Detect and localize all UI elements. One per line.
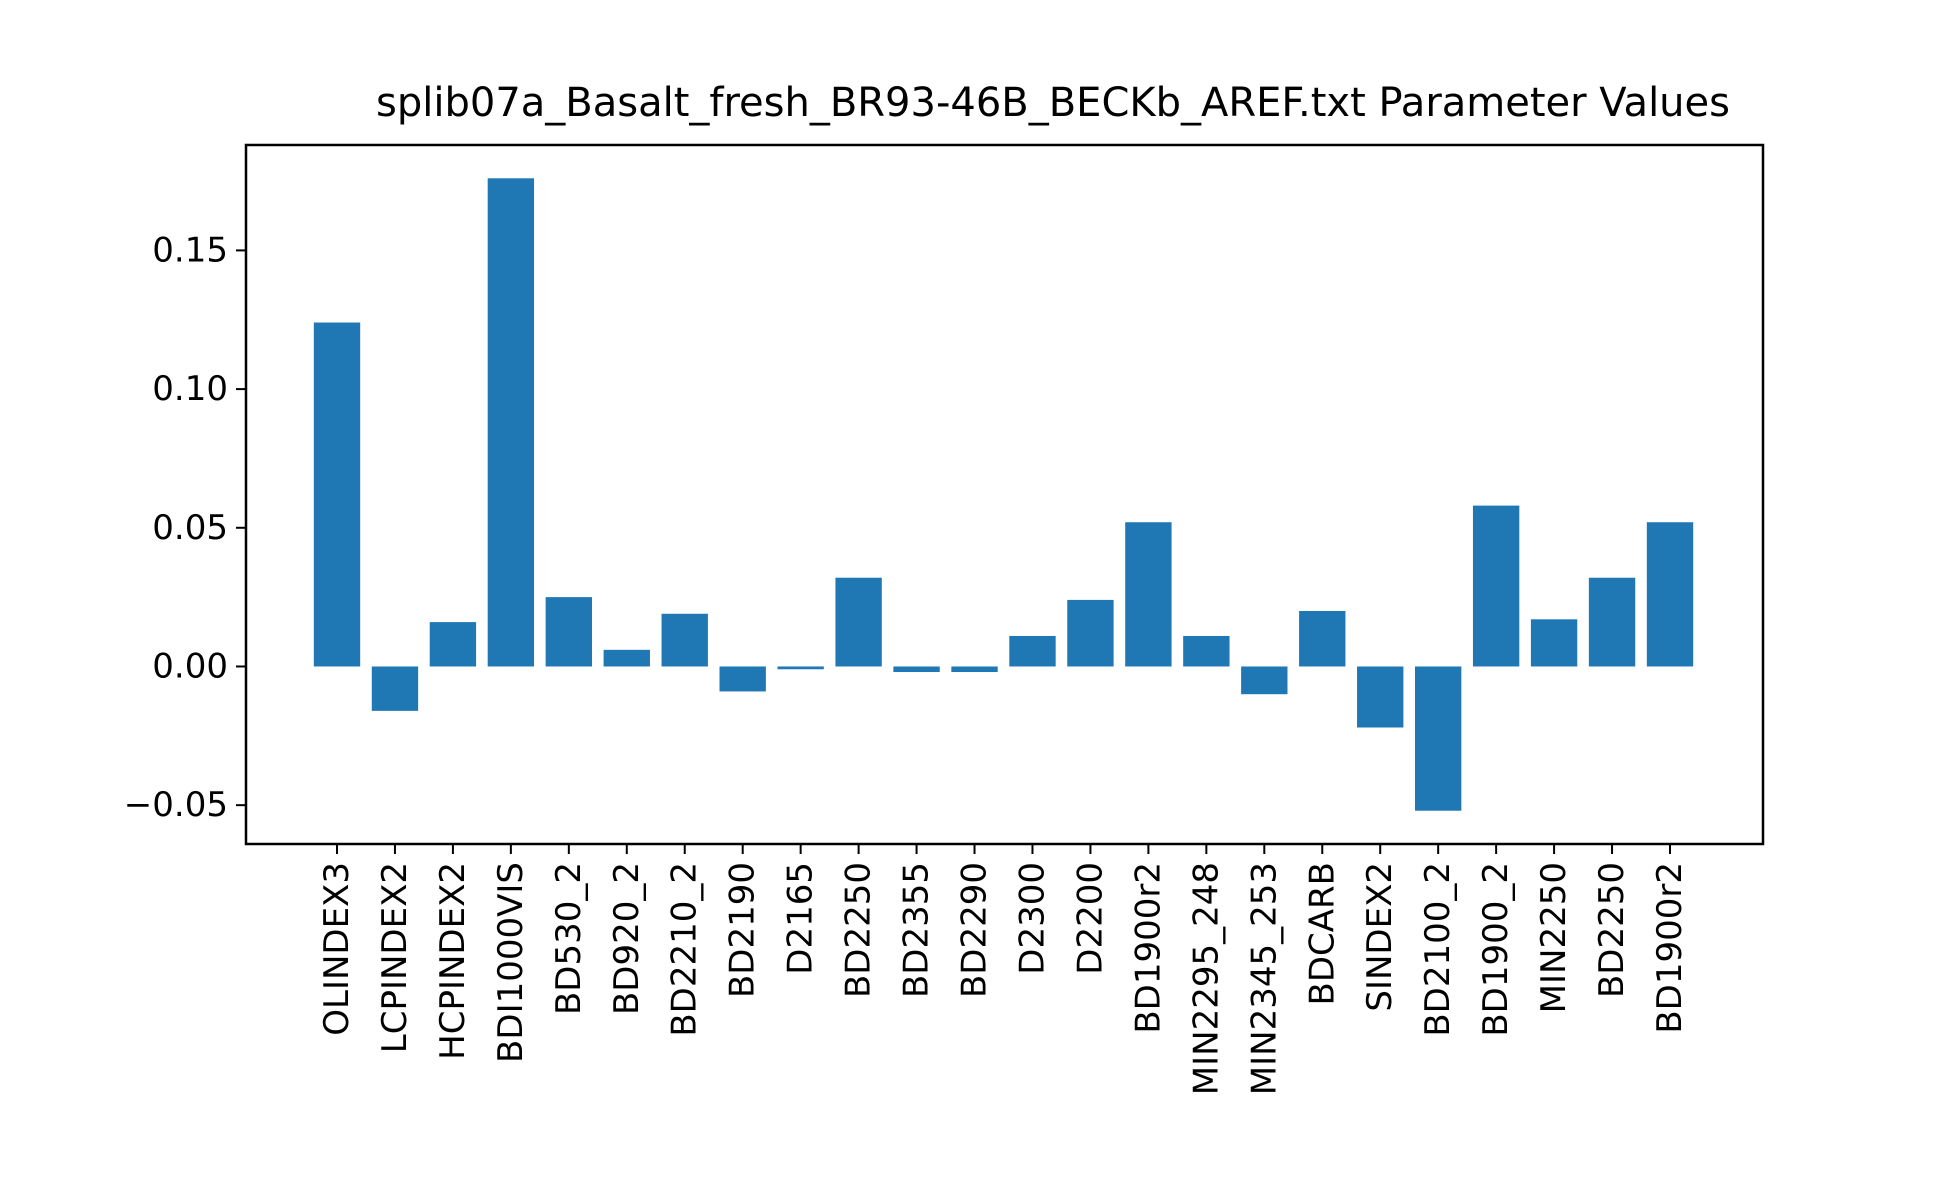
x-tick-label: BD2355 bbox=[897, 862, 937, 998]
bars-group bbox=[313, 178, 1694, 811]
bar-min2345-253 bbox=[1241, 666, 1288, 695]
x-tick-label: BD2100_2 bbox=[1418, 862, 1458, 1037]
bar-bd2355 bbox=[893, 666, 940, 673]
bar-sindex2 bbox=[1357, 666, 1404, 728]
y-tick-label: 0.15 bbox=[152, 230, 228, 270]
bar-bdcarb bbox=[1299, 611, 1346, 667]
x-tick-label: BDI1000VIS bbox=[491, 862, 531, 1063]
bar-bd2290 bbox=[951, 666, 998, 673]
y-tick-label: −0.05 bbox=[124, 785, 228, 825]
x-tick-label: BD2190 bbox=[723, 862, 763, 998]
x-axis: OLINDEX3 LCPINDEX2 HCPINDEX2 BDI1000VIS BD53… bbox=[317, 844, 1690, 1095]
x-tick-label: MIN2345_253 bbox=[1244, 862, 1284, 1095]
bar-bd2190 bbox=[719, 666, 766, 692]
bar-bd2250 bbox=[835, 577, 882, 667]
x-tick-label: D2300 bbox=[1012, 862, 1052, 975]
x-tick-label: BD920_2 bbox=[607, 862, 647, 1015]
x-tick-label: MIN2250 bbox=[1534, 862, 1574, 1013]
bar-bd920-2 bbox=[603, 649, 650, 667]
x-tick-label: BD1900r2 bbox=[1650, 862, 1690, 1034]
y-tick-label: 0.10 bbox=[152, 369, 228, 409]
bar-bd1900r2 bbox=[1125, 522, 1172, 667]
bar-hcpindex2 bbox=[429, 622, 477, 667]
x-tick-label: D2165 bbox=[781, 862, 821, 975]
x-tick-label: SINDEX2 bbox=[1360, 862, 1400, 1012]
bar-bd530-2 bbox=[545, 597, 593, 667]
x-tick-label: BDCARB bbox=[1302, 862, 1342, 1005]
bar-d2165 bbox=[777, 666, 824, 670]
x-tick-label: D2200 bbox=[1070, 862, 1110, 975]
x-tick-label: BD2290 bbox=[955, 862, 995, 998]
bar-lcpindex2 bbox=[371, 666, 419, 711]
y-tick-label: 0.00 bbox=[152, 646, 228, 686]
x-tick-label: MIN2295_248 bbox=[1186, 862, 1226, 1095]
y-axis: −0.05 0.00 0.05 0.10 0.15 bbox=[124, 230, 246, 825]
x-tick-label: LCPINDEX2 bbox=[375, 862, 415, 1053]
y-tick-label: 0.05 bbox=[152, 508, 228, 548]
x-tick-label: BD1900_2 bbox=[1476, 862, 1516, 1037]
bar-min2250 bbox=[1530, 619, 1578, 667]
chart-title: splib07a_Basalt_fresh_BR93-46B_BECKb_ARE… bbox=[376, 80, 1730, 126]
bar-bdi1000vis bbox=[487, 178, 535, 667]
bar-bd1900r2 bbox=[1646, 522, 1694, 667]
bar-bd1900-2 bbox=[1472, 505, 1520, 667]
bar-min2295-248 bbox=[1183, 635, 1230, 667]
bar-bd2100-2 bbox=[1414, 666, 1462, 811]
x-tick-label: BD2210_2 bbox=[665, 862, 705, 1037]
bar-d2200 bbox=[1067, 599, 1114, 667]
x-tick-label: BD2250 bbox=[839, 862, 879, 998]
bar-d2300 bbox=[1009, 635, 1056, 667]
x-tick-label: BD2250 bbox=[1592, 862, 1632, 998]
bar-bd2250 bbox=[1588, 577, 1636, 667]
x-tick-label: OLINDEX3 bbox=[317, 862, 357, 1036]
x-tick-label: BD530_2 bbox=[549, 862, 589, 1015]
x-tick-label: BD1900r2 bbox=[1128, 862, 1168, 1034]
bar-bd2210-2 bbox=[661, 613, 708, 667]
x-tick-label: HCPINDEX2 bbox=[433, 862, 473, 1060]
bar-olindex3 bbox=[313, 322, 361, 667]
plot-frame bbox=[244, 143, 1765, 846]
